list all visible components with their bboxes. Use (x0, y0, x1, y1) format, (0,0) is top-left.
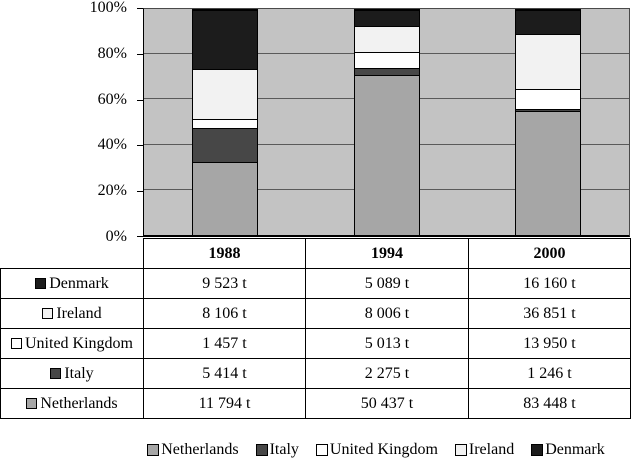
y-tick-label: 40% (97, 136, 127, 154)
denmark-legend-key-icon (35, 277, 47, 289)
plot-area (143, 8, 630, 237)
table-cell: 1 246 t (468, 358, 631, 389)
table-cell: 8 006 t (305, 298, 469, 329)
ireland-legend-key-icon (454, 444, 467, 456)
denmark-legend-key-icon (531, 444, 544, 456)
y-tick-mark (137, 53, 143, 55)
row-label-cell: United Kingdom (0, 328, 144, 359)
bar-segment-netherlands (192, 161, 257, 235)
ireland-legend-key-icon (42, 307, 54, 319)
y-tick-label: 20% (97, 182, 127, 200)
legend-label: United Kingdom (329, 441, 438, 458)
bar-2000 (515, 9, 582, 235)
row-label-cell: Netherlands (0, 388, 144, 419)
row-label: Netherlands (40, 394, 118, 412)
table-row-netherlands: Netherlands 11 794 t 50 437 t 83 448 t (0, 388, 631, 419)
table-cell: 13 950 t (468, 328, 631, 359)
bar-segment-denmark (354, 10, 419, 27)
col-header-2000: 2000 (468, 238, 631, 269)
table-row-denmark: Denmark 9 523 t 5 089 t 16 160 t (0, 268, 631, 299)
bar-segment-ireland (516, 34, 581, 89)
y-tick-mark (137, 236, 143, 237)
netherlands-legend-key-icon (147, 444, 160, 456)
bar-segment-united_kingdom (516, 88, 581, 110)
row-label: Italy (64, 364, 94, 382)
table-row-united-kingdom: United Kingdom 1 457 t 5 013 t 13 950 t (0, 328, 631, 359)
bar-segment-netherlands (516, 111, 581, 235)
table-cell: 5 013 t (305, 328, 469, 359)
row-label-cell: Ireland (0, 298, 144, 329)
bar-segment-denmark (192, 10, 257, 70)
legend-item-united-kingdom: United Kingdom (315, 441, 438, 459)
united-kingdom-legend-key-icon (11, 337, 22, 349)
table-cell: 83 448 t (468, 388, 631, 419)
y-axis: 100% 80% 60% 40% 20% 0% (0, 0, 143, 245)
table-cell: 5 414 t (143, 358, 306, 389)
bar-segment-italy (516, 109, 581, 112)
legend-label: Netherlands (161, 441, 239, 458)
table-cell: 36 851 t (468, 298, 631, 329)
y-tick-mark (137, 145, 143, 147)
row-label-cell: Denmark (0, 268, 144, 299)
bar-segment-united_kingdom (192, 119, 257, 129)
col-header-1988: 1988 (143, 238, 306, 269)
bar-segment-ireland (192, 69, 257, 120)
y-tick-label: 0% (105, 228, 127, 245)
table-cell: 50 437 t (305, 388, 469, 419)
data-table: 1988 1994 2000 Denmark 9 523 t 5 089 t 1… (0, 238, 631, 419)
col-header-1994: 1994 (305, 238, 469, 269)
bar-segment-italy (192, 128, 257, 162)
legend-item-netherlands: Netherlands (147, 441, 239, 459)
table-cell: 9 523 t (143, 268, 306, 299)
table-cell: 2 275 t (305, 358, 469, 389)
row-label: Denmark (49, 274, 109, 292)
y-tick-label: 100% (89, 0, 127, 16)
table-row-ireland: Ireland 8 106 t 8 006 t 36 851 t (0, 298, 631, 329)
legend-label: Italy (269, 441, 299, 458)
netherlands-legend-key-icon (26, 397, 38, 409)
bar-1994 (353, 9, 420, 235)
row-label: United Kingdom (25, 334, 133, 352)
y-tick-mark (137, 8, 143, 9)
bar-segment-united_kingdom (354, 51, 419, 68)
row-label: Ireland (56, 304, 102, 322)
legend-item-italy: Italy (255, 441, 299, 459)
italy-legend-key-icon (50, 367, 62, 379)
bar-segment-italy (354, 67, 419, 75)
legend-label: Denmark (545, 441, 605, 458)
bar-segment-ireland (354, 26, 419, 52)
table-cell: 5 089 t (305, 268, 469, 299)
chart-legend: Netherlands Italy United Kingdom Ireland… (120, 440, 632, 460)
table-row-italy: Italy 5 414 t 2 275 t 1 246 t (0, 358, 631, 389)
table-header-row: 1988 1994 2000 (1, 238, 631, 269)
legend-label: Ireland (468, 441, 515, 458)
table-cell: 8 106 t (143, 298, 306, 329)
bar-segment-denmark (516, 10, 581, 34)
table-corner-cell (1, 239, 144, 269)
legend-item-denmark: Denmark (531, 441, 605, 459)
stacked-bar-chart: 100% 80% 60% 40% 20% 0% (0, 0, 630, 245)
table-cell: 16 160 t (468, 268, 631, 299)
y-tick-label: 60% (97, 90, 127, 108)
table-cell: 1 457 t (143, 328, 306, 359)
table-cell: 11 794 t (143, 388, 306, 419)
y-tick-mark (137, 99, 143, 101)
bar-segment-netherlands (354, 74, 419, 235)
y-tick-mark (137, 191, 143, 193)
bar-1988 (191, 9, 258, 235)
row-label-cell: Italy (0, 358, 144, 389)
italy-legend-key-icon (255, 444, 268, 456)
y-tick-label: 80% (97, 44, 127, 62)
legend-item-ireland: Ireland (454, 441, 515, 459)
united-kingdom-legend-key-icon (315, 444, 328, 456)
